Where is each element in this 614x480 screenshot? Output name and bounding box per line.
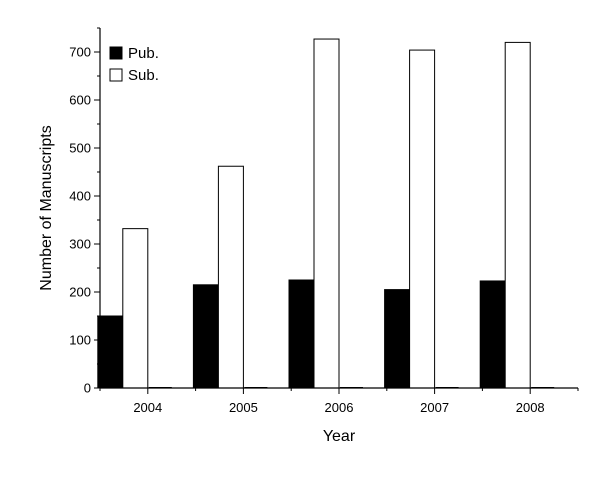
- y-tick-label-500: 500: [69, 141, 91, 156]
- legend-swatch-pub: [109, 46, 123, 60]
- legend-label-sub: Sub.: [128, 67, 159, 84]
- bar-sub-2004: [122, 228, 149, 389]
- y-axis-title: Number of Manuscripts: [38, 125, 55, 290]
- y-tick-label-0: 0: [84, 381, 91, 396]
- y-tick-label-300: 300: [69, 237, 91, 252]
- y-tick-label-700: 700: [69, 45, 91, 60]
- x-axis-title: Year: [323, 428, 356, 445]
- x-tick-label-2008: 2008: [516, 400, 545, 415]
- axes: 2004 2005 2006 2007 2008 0 100 200 300 400 500 600 7…: [69, 27, 579, 415]
- x-tick-label-2005: 2005: [229, 400, 258, 415]
- bar-pub-2006: [288, 279, 315, 389]
- legend: Pub. Sub.: [109, 45, 159, 84]
- legend-label-pub: Pub.: [128, 45, 159, 62]
- y-tick-label-100: 100: [69, 333, 91, 348]
- legend-swatch-sub: [109, 68, 123, 82]
- bar-sub-2005: [217, 165, 244, 389]
- y-tick-label-600: 600: [69, 93, 91, 108]
- bar-pub-2007: [384, 289, 411, 389]
- bar-pub-2005: [192, 284, 219, 389]
- y-tick-label-400: 400: [69, 189, 91, 204]
- bar-sub-2006: [313, 38, 340, 389]
- bars: [97, 38, 555, 389]
- x-tick-label-2007: 2007: [420, 400, 449, 415]
- bar-sub-2007: [409, 49, 436, 389]
- x-tick-label-2006: 2006: [325, 400, 354, 415]
- bar-pub-2008: [479, 280, 506, 389]
- bar-pub-2004: [97, 315, 124, 389]
- bar-sub-2008: [504, 41, 531, 389]
- x-tick-label-2004: 2004: [133, 400, 162, 415]
- y-tick-label-200: 200: [69, 285, 91, 300]
